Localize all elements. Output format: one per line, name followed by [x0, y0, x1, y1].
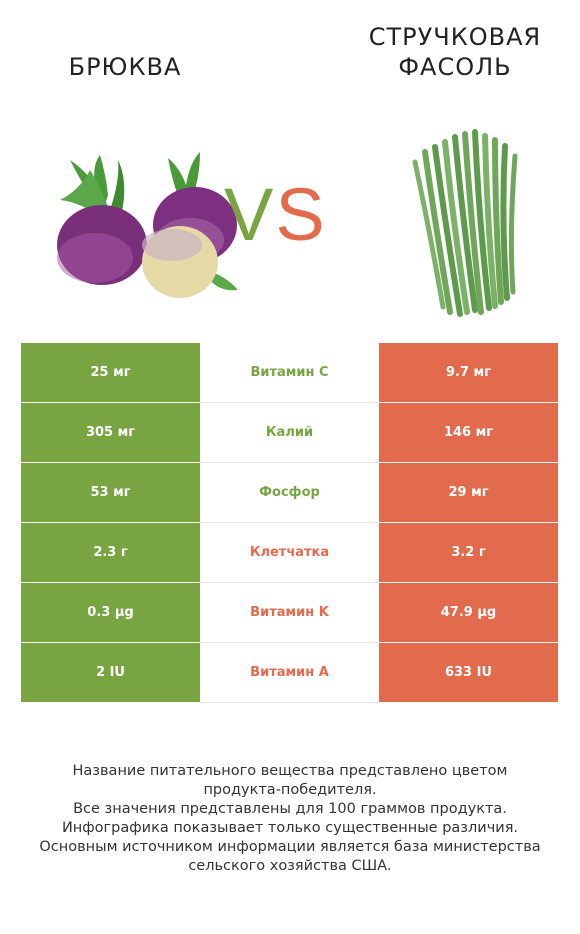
left-value: 53 мг	[21, 463, 200, 523]
left-product-title: БРЮКВА	[68, 53, 182, 81]
green-beans-image	[412, 129, 518, 317]
footer-line: Все значения представлены для 100 граммо…	[73, 801, 507, 817]
nutrient-name: Калий	[200, 403, 379, 463]
nutrient-name: Витамин K	[200, 583, 379, 643]
right-value: 633 IU	[379, 643, 558, 703]
nutrient-name: Витамин A	[200, 643, 379, 703]
footer-line: продукта-победителя.	[203, 782, 377, 798]
comparison-row: 25 мг Витамин C 9.7 мг	[21, 343, 558, 403]
right-product-title-line1: СТРУЧКОВАЯ	[368, 23, 542, 51]
footer-notes: Название питательного вещества представл…	[20, 762, 560, 876]
right-product-title-line2: ФАСОЛЬ	[398, 53, 512, 81]
right-value: 3.2 г	[379, 523, 558, 583]
left-value: 305 мг	[21, 403, 200, 463]
turnip-roots	[57, 187, 237, 298]
footer-line: Инфографика показывает только существенн…	[61, 820, 519, 836]
right-product-title: СТРУЧКОВАЯ ФАСОЛЬ	[340, 22, 570, 82]
footer-line: сельского хозяйства США.	[188, 858, 392, 874]
comparison-row: 2 IU Витамин A 633 IU	[21, 643, 558, 703]
comparison-row: 0.3 µg Витамин K 47.9 µg	[21, 583, 558, 643]
comparison-row: 305 мг Калий 146 мг	[21, 403, 558, 463]
vs-label: VS	[224, 165, 327, 265]
footer-line: Название питательного вещества представл…	[72, 763, 508, 779]
footer-line: Основным источником информации является …	[39, 839, 541, 855]
right-value: 146 мг	[379, 403, 558, 463]
right-value: 9.7 мг	[379, 343, 558, 403]
vs-s: S	[275, 173, 327, 256]
bean-pods	[412, 129, 518, 317]
right-value: 29 мг	[379, 463, 558, 523]
right-value: 47.9 µg	[379, 583, 558, 643]
comparison-row: 53 мг Фосфор 29 мг	[21, 463, 558, 523]
left-value: 2 IU	[21, 643, 200, 703]
rutabaga-image	[57, 152, 238, 298]
left-value: 0.3 µg	[21, 583, 200, 643]
left-value: 25 мг	[21, 343, 200, 403]
nutrient-name: Витамин C	[200, 343, 379, 403]
left-value: 2.3 г	[21, 523, 200, 583]
vs-v: V	[224, 173, 276, 256]
nutrient-name: Клетчатка	[200, 523, 379, 583]
comparison-row: 2.3 г Клетчатка 3.2 г	[21, 523, 558, 583]
comparison-table: 25 мг Витамин C 9.7 мг 305 мг Калий 146 мг 53 …	[21, 343, 558, 703]
nutrient-name: Фосфор	[200, 463, 379, 523]
